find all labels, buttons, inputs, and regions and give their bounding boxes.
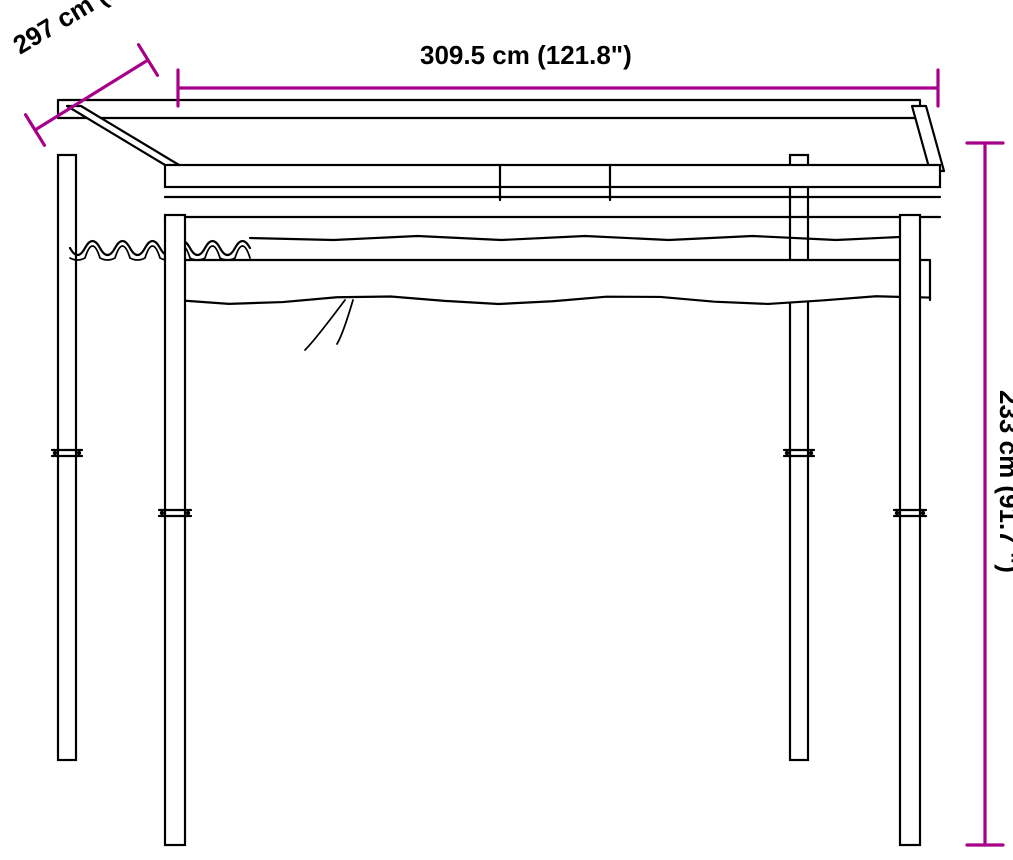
leg-front-left	[159, 215, 191, 845]
dimensions: 297 cm (116.9") 309.5 cm (121.8") 233 cm (…	[8, 0, 1013, 845]
dim-width-label: 309.5 cm (121.8")	[420, 40, 632, 70]
top-frame	[58, 100, 944, 217]
leg-front-right	[894, 215, 926, 845]
leg-back-right	[784, 155, 814, 760]
dim-height-label: 233 cm (91.7 ")	[994, 390, 1013, 573]
pergola-diagram	[52, 100, 944, 845]
dim-depth-label: 297 cm (116.9")	[8, 0, 185, 60]
dim-depth-line	[26, 45, 158, 146]
leg-back-left	[52, 155, 82, 760]
